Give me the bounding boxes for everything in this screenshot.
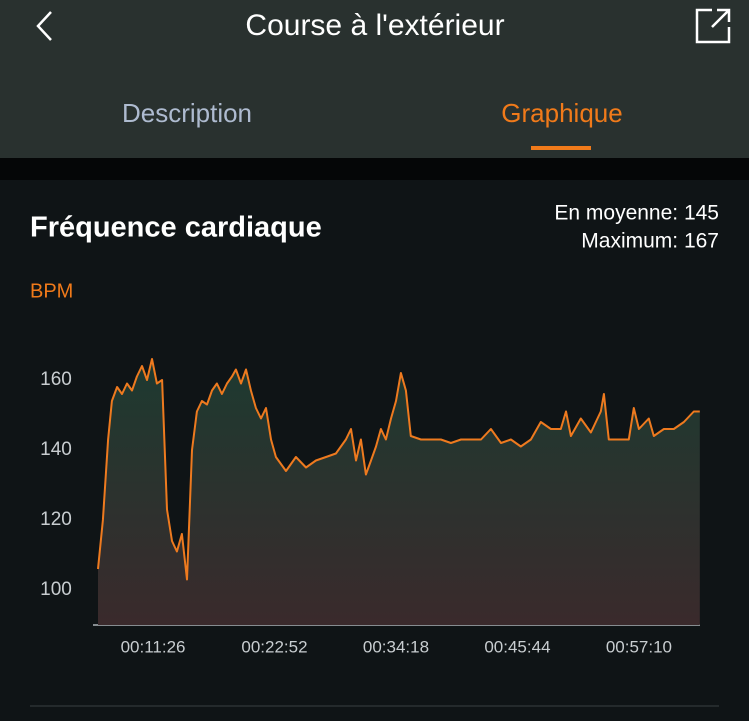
y-tick-label: 160 [40, 369, 72, 390]
y-axis-label: BPM [30, 280, 73, 302]
area-fill [98, 359, 700, 625]
x-tick-label: 00:57:10 [606, 637, 672, 656]
y-tick-label: 140 [40, 439, 72, 460]
header-bg [0, 0, 749, 158]
chart-title: Fréquence cardiaque [30, 212, 322, 244]
tab-underline [531, 146, 591, 150]
y-tick-label: 100 [40, 579, 72, 600]
header-title: Course à l'extérieur [245, 9, 504, 42]
x-tick-label: 00:22:52 [241, 637, 307, 656]
heart-rate-line [97, 358, 700, 581]
max-stat: Maximum: 167 [581, 230, 719, 253]
separator [0, 158, 749, 180]
x-tick-label: 00:11:26 [121, 637, 186, 656]
share-button[interactable] [695, 8, 731, 44]
x-tick-label: 00:34:18 [363, 637, 429, 656]
tab-description[interactable]: Description [122, 98, 252, 128]
y-tick-label: 120 [40, 509, 72, 530]
back-button[interactable] [36, 11, 52, 41]
x-tick-label: 00:45:44 [484, 637, 550, 656]
tab-graphique[interactable]: Graphique [501, 98, 622, 128]
average-stat: En moyenne: 145 [554, 202, 719, 225]
